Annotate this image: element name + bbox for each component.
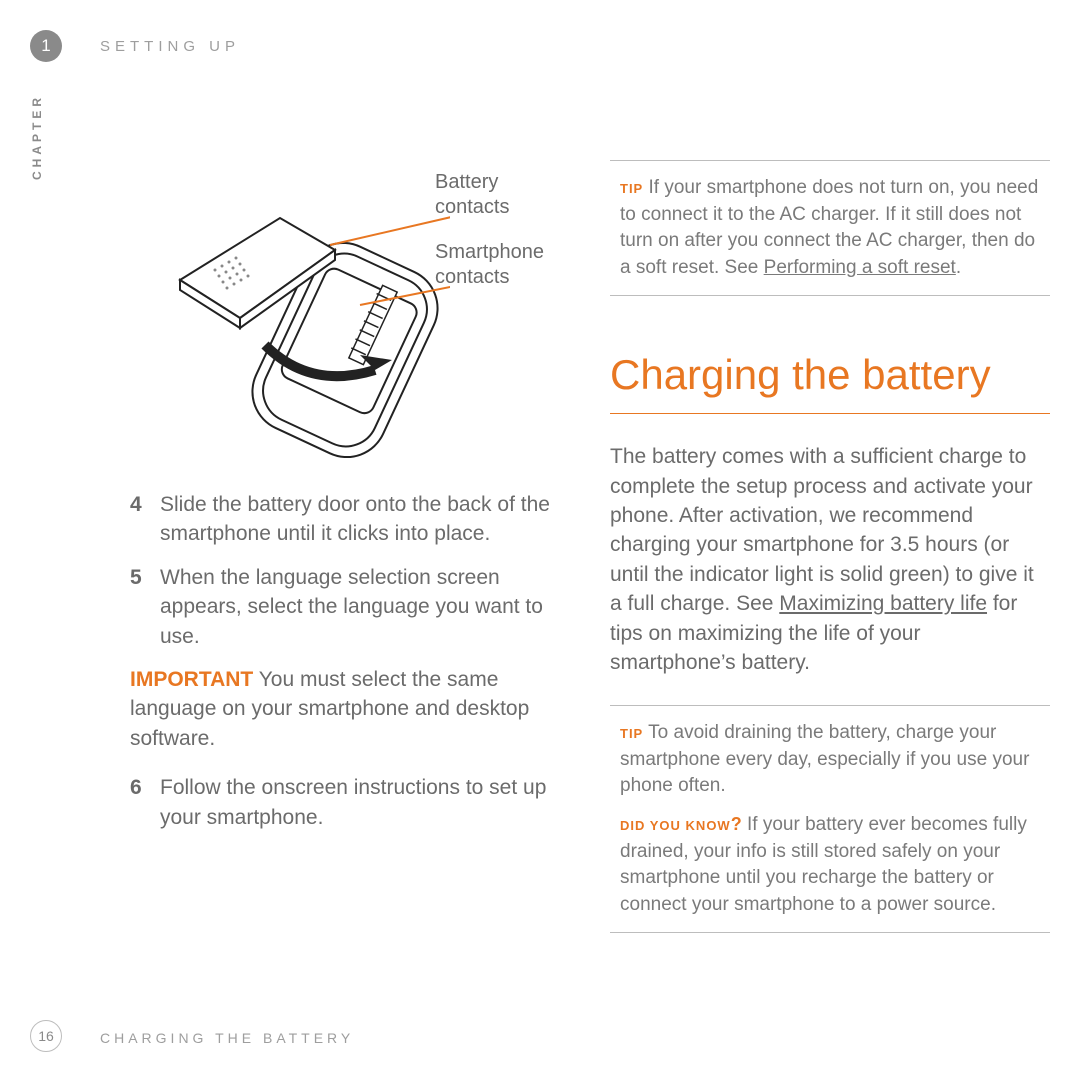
smartphone-contacts-label: Smartphone contacts: [435, 240, 544, 290]
content-area: Battery contacts Smartphone contacts: [130, 160, 1050, 1000]
step-number: 5: [130, 563, 160, 651]
tip-box-charging: TIP To avoid draining the battery, charg…: [610, 705, 1050, 933]
header-title: SETTING UP: [100, 38, 240, 55]
soft-reset-link[interactable]: Performing a soft reset: [764, 257, 956, 278]
body-text: The battery comes with a sufficient char…: [610, 445, 1034, 615]
section-heading: Charging the battery: [610, 316, 1050, 414]
step-number: 6: [130, 773, 160, 832]
tip-text: To avoid draining the battery, charge yo…: [620, 722, 1029, 796]
left-column: Battery contacts Smartphone contacts: [130, 160, 570, 1000]
tip-label: TIP: [620, 181, 643, 196]
did-you-know-qmark: ?: [731, 814, 742, 834]
vertical-chapter-label: CHAPTER: [30, 94, 44, 180]
did-you-know-block: DID YOU KNOW? If your battery ever becom…: [620, 812, 1040, 918]
step-6: 6 Follow the onscreen instructions to se…: [130, 773, 570, 832]
label-text: Smartphone: [435, 241, 544, 263]
page-number-badge: 16: [30, 1020, 62, 1052]
step-4: 4 Slide the battery door onto the back o…: [130, 490, 570, 549]
footer-title: CHARGING THE BATTERY: [100, 1030, 354, 1046]
chapter-number-badge: 1: [30, 30, 62, 62]
step-5: 5 When the language selection screen app…: [130, 563, 570, 651]
battery-life-link[interactable]: Maximizing battery life: [779, 592, 987, 615]
step-number: 4: [130, 490, 160, 549]
tip-text: .: [956, 257, 961, 278]
did-you-know-label: DID YOU KNOW: [620, 818, 731, 833]
important-label: IMPORTANT: [130, 668, 253, 691]
step-text: Follow the onscreen instructions to set …: [160, 773, 570, 832]
battery-figure: Battery contacts Smartphone contacts: [130, 160, 570, 470]
right-column: TIP If your smartphone does not turn on,…: [610, 160, 1050, 1000]
important-note: IMPORTANT You must select the same langu…: [130, 665, 570, 753]
step-text: When the language selection screen appea…: [160, 563, 570, 651]
body-paragraph: The battery comes with a sufficient char…: [610, 442, 1050, 677]
tip-block: TIP To avoid draining the battery, charg…: [620, 720, 1040, 800]
tip-label: TIP: [620, 726, 643, 741]
device-illustration: [160, 190, 450, 470]
tip-box-soft-reset: TIP If your smartphone does not turn on,…: [610, 160, 1050, 296]
step-text: Slide the battery door onto the back of …: [160, 490, 570, 549]
